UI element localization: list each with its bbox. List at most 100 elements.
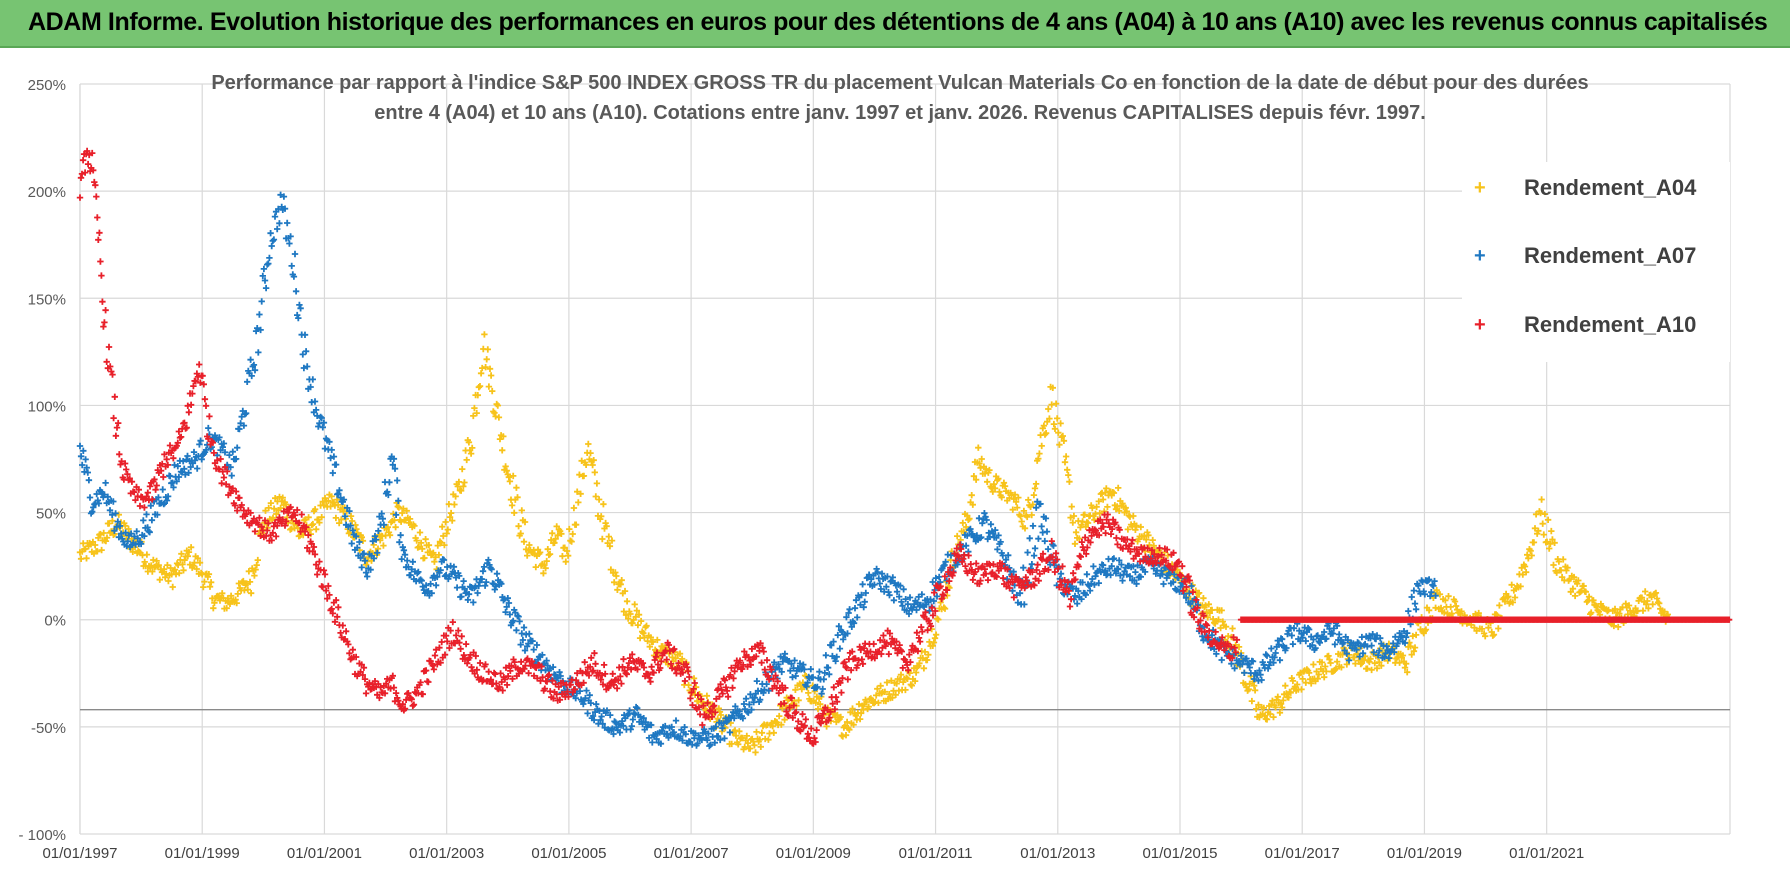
data-point [86,539,93,547]
data-point [517,530,524,537]
data-point [914,647,922,655]
data-point [141,504,148,511]
data-point [608,537,616,544]
data-point [1156,544,1163,552]
data-point [1208,606,1216,614]
scatter-chart: 250%200%150%100%50%0%-50%- 100% 01/01/19… [18,77,1733,862]
data-point [360,664,368,671]
data-point [645,671,652,678]
data-point [396,539,403,546]
data-point [124,538,131,545]
data-point [1059,563,1066,570]
data-point [717,736,724,744]
data-point [894,650,901,657]
y-axis-labels: 250%200%150%100%50%0%-50%- 100% [18,77,66,844]
data-point [1041,431,1049,438]
data-point [1028,511,1035,519]
data-point [1340,639,1347,646]
data-point [1638,594,1646,601]
data-point [422,667,430,674]
data-point [1127,548,1134,555]
data-point [453,584,461,591]
data-point [339,622,346,629]
data-point [79,157,87,164]
data-point [85,477,93,484]
data-point [1261,712,1268,719]
data-point [911,601,918,608]
data-point [235,580,243,587]
data-point [1040,422,1048,429]
data-point [779,705,786,712]
data-point [465,439,473,446]
data-point [850,620,858,627]
data-point [447,627,454,634]
data-point [227,464,234,471]
data-point [632,703,640,711]
data-point [1315,671,1322,678]
data-point [592,660,599,667]
data-point [401,551,409,558]
data-point [394,477,401,484]
data-point [521,518,529,526]
data-point [1072,576,1079,583]
data-point [284,219,291,227]
data-point [691,679,698,687]
data-point [1243,655,1250,662]
data-point [778,721,785,728]
data-point [229,485,236,492]
data-point [179,561,186,568]
data-point [497,670,504,677]
data-point [957,545,965,553]
data-point [801,666,808,673]
data-point [362,561,370,568]
data-point [228,472,235,479]
data-point [1639,607,1647,614]
data-point [291,512,299,519]
data-point [318,514,325,521]
data-point [1070,512,1078,520]
data-point [301,528,309,535]
data-point [747,691,754,698]
data-point [933,593,941,600]
data-point [483,356,490,363]
data-point [304,544,311,552]
data-point [580,700,587,708]
data-point [694,740,701,747]
data-point [739,734,746,742]
data-point [640,715,647,722]
data-point [389,461,396,468]
data-point [1186,590,1193,597]
data-point [835,623,843,630]
data-point [1266,662,1273,669]
data-point [1152,570,1160,577]
data-point [1029,568,1036,576]
data-point [1024,581,1032,589]
data-point [319,583,326,591]
data-point [1115,566,1122,573]
data-point [1245,686,1252,693]
data-point [1020,564,1027,571]
data-point [1345,657,1353,664]
data-point [205,571,213,578]
data-point [352,653,360,661]
data-point [916,638,924,645]
data-point [236,494,243,501]
data-point [836,645,844,652]
data-point [1263,652,1271,659]
data-point [206,583,214,590]
data-point [771,659,778,666]
data-point [1237,652,1245,659]
data-point [1547,540,1554,547]
data-point [1110,555,1118,562]
data-point [444,526,451,533]
data-point [544,546,551,553]
data-point [90,504,97,511]
legend-item-a10: + Rendement_A10 [1462,311,1730,341]
data-point [1289,640,1297,648]
data-point [359,671,366,679]
data-point [699,721,706,729]
data-point [1081,511,1088,518]
data-point [375,680,382,688]
data-point [698,695,705,703]
data-point [1042,430,1050,437]
